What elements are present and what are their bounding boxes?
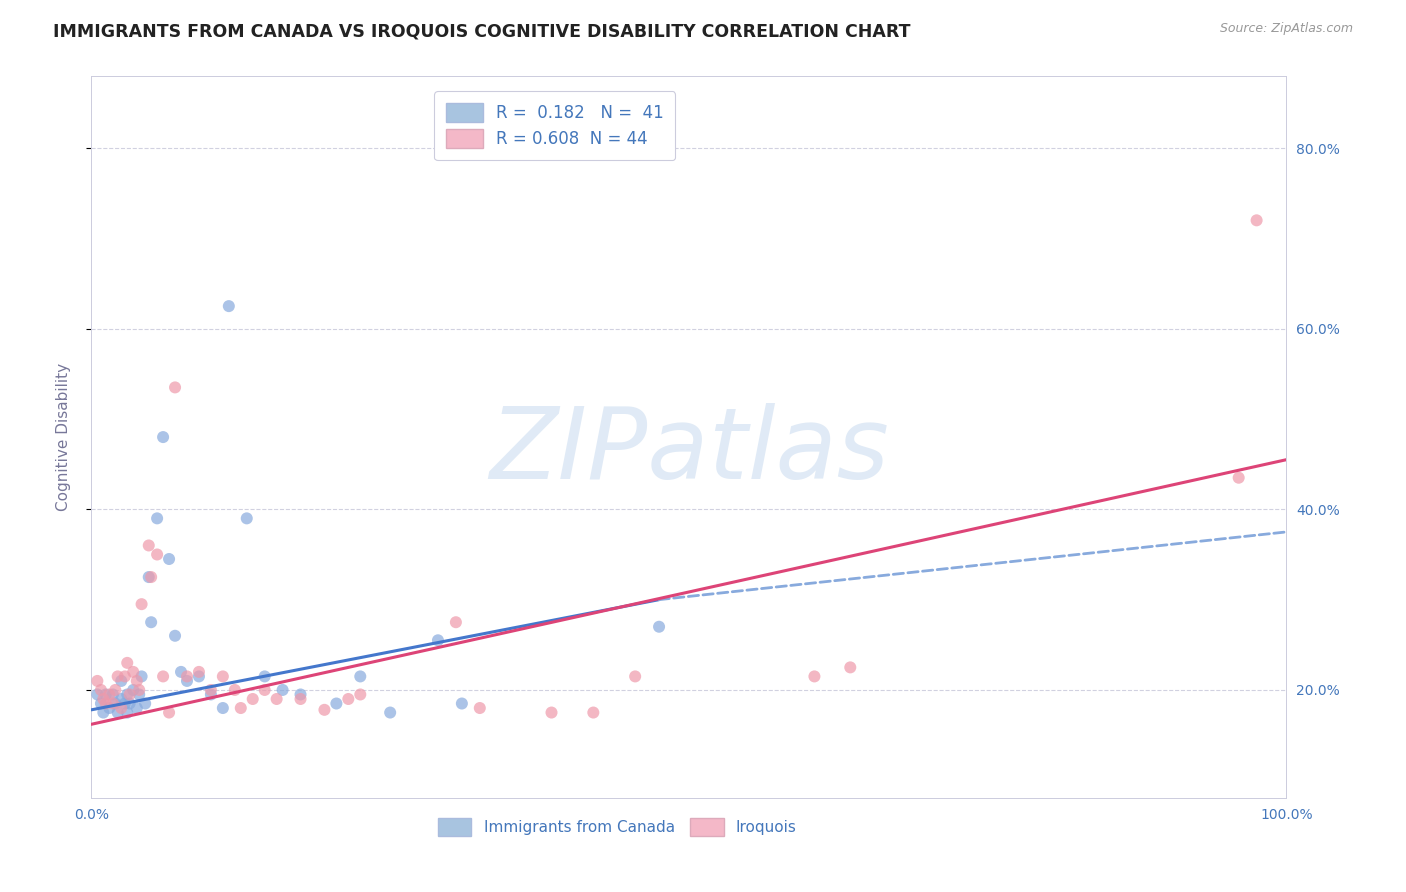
- Y-axis label: Cognitive Disability: Cognitive Disability: [56, 363, 70, 511]
- Legend: Immigrants from Canada, Iroquois: Immigrants from Canada, Iroquois: [429, 809, 806, 845]
- Point: [235, 511, 259, 525]
- Point: [157, 552, 180, 566]
- Point: [540, 706, 562, 720]
- Point: [110, 673, 132, 688]
- Point: [253, 669, 276, 683]
- Point: [290, 688, 312, 702]
- Point: [134, 697, 156, 711]
- Point: [115, 656, 138, 670]
- Point: [200, 683, 222, 698]
- Point: [118, 697, 141, 711]
- Point: [211, 669, 233, 683]
- Point: [114, 669, 136, 683]
- Text: IMMIGRANTS FROM CANADA VS IROQUOIS COGNITIVE DISABILITY CORRELATION CHART: IMMIGRANTS FROM CANADA VS IROQUOIS COGNI…: [53, 22, 911, 40]
- Point: [1227, 471, 1250, 485]
- Point: [624, 669, 647, 683]
- Text: ZIPatlas: ZIPatlas: [489, 403, 889, 500]
- Point: [582, 706, 605, 720]
- Point: [337, 692, 360, 706]
- Point: [86, 688, 108, 702]
- Point: [290, 692, 312, 706]
- Point: [104, 683, 127, 698]
- Point: [253, 683, 276, 698]
- Point: [157, 706, 180, 720]
- Point: [176, 669, 198, 683]
- Point: [125, 673, 148, 688]
- Point: [146, 548, 169, 562]
- Point: [131, 597, 153, 611]
- Point: [211, 701, 233, 715]
- Point: [152, 430, 174, 444]
- Point: [271, 683, 294, 698]
- Point: [426, 633, 449, 648]
- Point: [163, 380, 186, 394]
- Point: [218, 299, 240, 313]
- Point: [110, 701, 132, 715]
- Point: [138, 539, 160, 553]
- Point: [107, 669, 129, 683]
- Point: [90, 697, 112, 711]
- Point: [115, 706, 138, 720]
- Point: [187, 669, 211, 683]
- Point: [378, 706, 402, 720]
- Point: [104, 697, 127, 711]
- Point: [444, 615, 467, 630]
- Point: [314, 703, 336, 717]
- Point: [90, 683, 112, 698]
- Point: [101, 688, 124, 702]
- Point: [101, 697, 124, 711]
- Point: [266, 692, 288, 706]
- Point: [141, 615, 162, 630]
- Point: [152, 669, 174, 683]
- Point: [187, 665, 211, 679]
- Point: [94, 688, 117, 702]
- Point: [115, 688, 138, 702]
- Point: [110, 692, 132, 706]
- Point: [125, 701, 148, 715]
- Point: [163, 629, 186, 643]
- Point: [114, 697, 136, 711]
- Point: [450, 697, 472, 711]
- Text: Source: ZipAtlas.com: Source: ZipAtlas.com: [1219, 22, 1353, 36]
- Point: [93, 706, 114, 720]
- Point: [648, 620, 671, 634]
- Point: [118, 688, 141, 702]
- Point: [229, 701, 252, 715]
- Point: [138, 570, 160, 584]
- Point: [325, 697, 347, 711]
- Point: [128, 688, 150, 702]
- Point: [803, 669, 825, 683]
- Point: [131, 669, 153, 683]
- Point: [200, 688, 222, 702]
- Point: [98, 701, 121, 715]
- Point: [349, 669, 371, 683]
- Point: [122, 665, 145, 679]
- Point: [141, 570, 162, 584]
- Point: [242, 692, 264, 706]
- Point: [94, 697, 117, 711]
- Point: [170, 665, 193, 679]
- Point: [176, 673, 198, 688]
- Point: [1246, 213, 1268, 227]
- Point: [98, 688, 121, 702]
- Point: [122, 683, 145, 698]
- Point: [146, 511, 169, 525]
- Point: [93, 692, 114, 706]
- Point: [839, 660, 862, 674]
- Point: [468, 701, 491, 715]
- Point: [128, 683, 150, 698]
- Point: [107, 706, 129, 720]
- Point: [224, 683, 246, 698]
- Point: [86, 673, 108, 688]
- Point: [349, 688, 371, 702]
